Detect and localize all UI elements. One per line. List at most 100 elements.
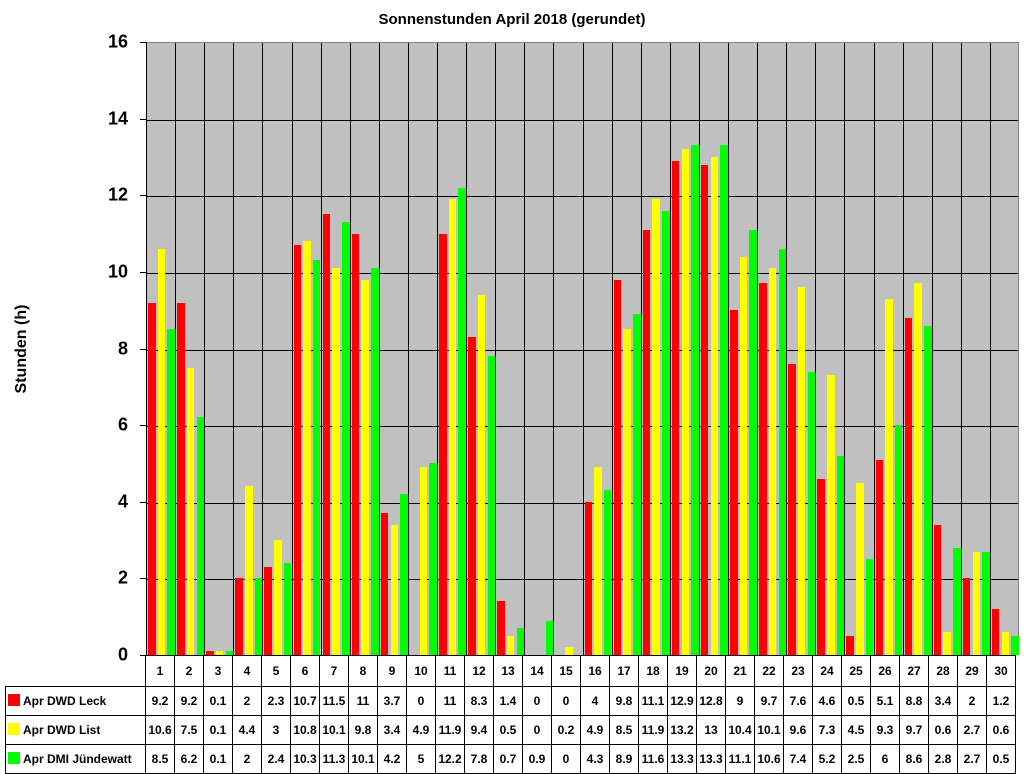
- table-cell: 4.2: [377, 744, 407, 774]
- table-cell: 6: [870, 744, 900, 774]
- legend-label: Apr DWD Leck: [23, 694, 107, 708]
- x-category-label: 26: [870, 655, 900, 687]
- table-cell: 10.7: [290, 686, 320, 716]
- x-category-label: 30: [986, 655, 1016, 687]
- table-cell: 10.4: [725, 715, 755, 745]
- bar: [594, 467, 602, 655]
- bar: [846, 635, 854, 655]
- table-cell: 0.6: [928, 715, 958, 745]
- bar: [914, 283, 922, 655]
- legend-swatch-icon: [8, 723, 20, 735]
- y-axis-line: [146, 42, 147, 655]
- gridline-horizontal: [146, 272, 1018, 274]
- gridline-vertical: [669, 43, 671, 655]
- legend-label: Apr DWD List: [23, 723, 101, 737]
- gridline-vertical: [698, 43, 700, 655]
- table-cell: 0: [406, 686, 436, 716]
- x-category-label: 8: [348, 655, 378, 687]
- legend-entry: Apr DMI Jündewatt: [5, 744, 146, 774]
- y-axis: 0 2 4 6 8 10 12 14 16: [0, 0, 146, 768]
- table-cell: 10.1: [319, 715, 349, 745]
- gridline-vertical: [931, 43, 933, 655]
- gridline-vertical: [524, 43, 526, 655]
- bar: [312, 260, 321, 655]
- x-category-label: 13: [493, 655, 523, 687]
- table-cell: 0.5: [986, 744, 1016, 774]
- table-cell: 2.8: [928, 744, 958, 774]
- table-cell: 4.9: [580, 715, 610, 745]
- x-category-label: 21: [725, 655, 755, 687]
- table-cell: 7.5: [174, 715, 204, 745]
- table-cell: 0.2: [551, 715, 581, 745]
- bar: [283, 563, 292, 655]
- gridline-vertical: [466, 43, 468, 655]
- table-cell: 9.6: [783, 715, 813, 745]
- table-cell: 4.9: [406, 715, 436, 745]
- bar: [759, 283, 767, 655]
- table-cell: 1.4: [493, 686, 523, 716]
- bar: [788, 363, 796, 655]
- legend-label: Apr DMI Jündewatt: [23, 752, 132, 766]
- x-category-label: 24: [812, 655, 842, 687]
- table-cell: 10.1: [754, 715, 784, 745]
- bar: [342, 222, 350, 655]
- bar: [419, 467, 428, 655]
- table-cell: 6.2: [174, 744, 204, 774]
- y-tick-label: 2: [117, 567, 128, 588]
- y-tick-mark: [140, 501, 146, 503]
- table-row: Apr DMI Jündewatt 8.5 6.2 0.1 2 2.4 10.3 11.3 10…: [5, 744, 1016, 774]
- table-cell: 4: [580, 686, 610, 716]
- x-category-label: 10: [406, 655, 436, 687]
- bar: [371, 268, 379, 655]
- bar: [429, 463, 437, 655]
- table-cell: 3.4: [928, 686, 958, 716]
- bar: [177, 302, 185, 655]
- gridline-horizontal: [146, 349, 1018, 351]
- table-cell: 3: [261, 715, 291, 745]
- gridline-vertical: [262, 43, 264, 655]
- y-tick-label: 8: [117, 338, 128, 358]
- x-category-label: 29: [957, 655, 987, 687]
- x-category-label: 12: [464, 655, 494, 687]
- table-cell: 9: [725, 686, 755, 716]
- table-cell: 13.3: [667, 744, 697, 774]
- gridline-horizontal: [146, 579, 1018, 581]
- bar: [856, 482, 864, 655]
- gridline-vertical: [204, 43, 206, 655]
- x-category-label: 19: [667, 655, 697, 687]
- bar: [623, 329, 631, 655]
- bar: [254, 578, 263, 655]
- table-cell: 10.1: [348, 744, 378, 774]
- gridline-vertical: [873, 43, 875, 655]
- bar: [448, 199, 457, 655]
- bar: [400, 494, 408, 655]
- x-category-label: 1: [145, 655, 175, 687]
- table-cell: 2.5: [841, 744, 871, 774]
- gridline-vertical: [757, 43, 759, 655]
- bar: [196, 417, 204, 655]
- gridline-vertical: [582, 43, 584, 655]
- x-category-label: 25: [841, 655, 871, 687]
- legend-entry: Apr DWD List: [5, 715, 146, 745]
- bar: [186, 367, 195, 655]
- bar: [293, 245, 301, 655]
- table-cell: 8.5: [145, 744, 175, 774]
- table-cell: 2.7: [957, 715, 987, 745]
- gridline-horizontal: [146, 502, 1018, 504]
- bar: [700, 164, 709, 655]
- table-cell: 10.3: [290, 744, 320, 774]
- table-cell: 11.5: [319, 686, 349, 716]
- table-cell: 0.5: [493, 715, 523, 745]
- y-tick-label: 6: [117, 414, 128, 435]
- table-cell: 2: [957, 686, 987, 716]
- bar: [487, 356, 495, 655]
- table-cell: 11: [348, 686, 378, 716]
- y-tick-label: 10: [107, 261, 128, 282]
- gridline-vertical: [378, 43, 380, 655]
- x-category-label: 3: [203, 655, 233, 687]
- table-cell: 9.2: [145, 686, 175, 716]
- table-cell: 7.3: [812, 715, 842, 745]
- table-row: Apr DWD Leck 9.2 9.2 0.1 2 2.3 10.7 11.5 11 3.7 0 1…: [5, 686, 1016, 716]
- gridline-vertical: [291, 43, 293, 655]
- table-cell: 0.5: [841, 686, 871, 716]
